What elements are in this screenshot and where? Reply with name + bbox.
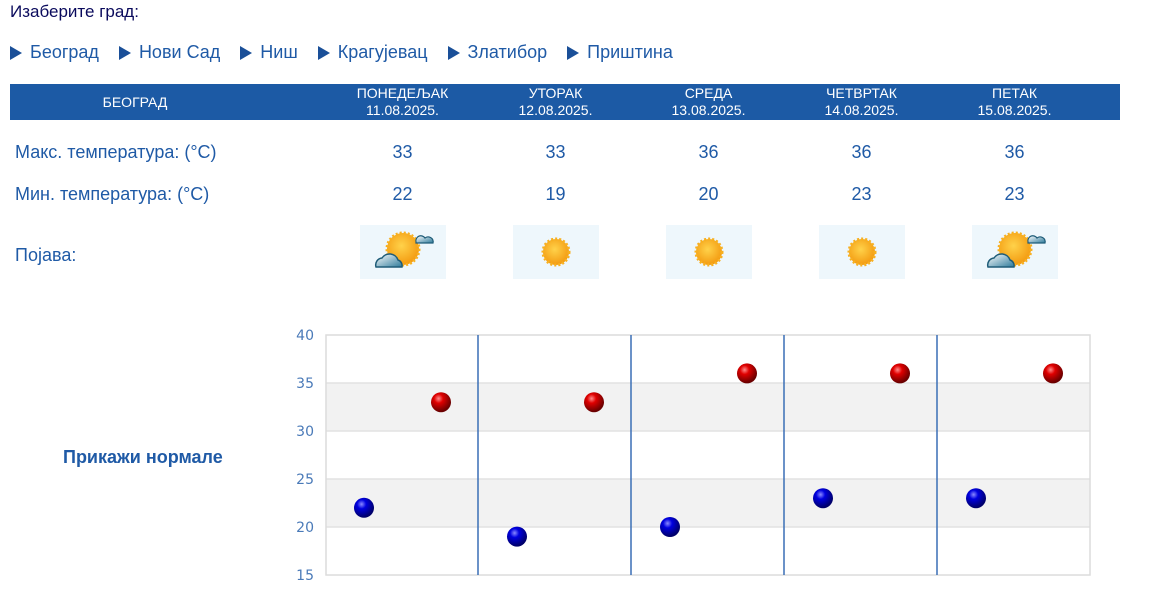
min-temp-marker [660,517,680,537]
svg-text:25: 25 [296,472,314,488]
city-link-kragujevac[interactable]: Крагујевац [317,42,428,63]
y-axis-ticks: 40 35 30 25 20 15 [296,328,314,584]
header-day-5: ПЕТАК 15.08.2025. [977,85,1052,118]
city-link-beograd[interactable]: Београд [10,42,99,63]
city-link-pristina[interactable]: Приштина [567,42,673,63]
min-temp-marker [354,497,374,518]
partly-cloudy-icon [972,225,1058,279]
arrow-right-icon [118,45,131,60]
sunny-icon [666,225,752,279]
header-day-1: ПОНЕДЕЉАК 11.08.2025. [356,85,449,118]
max-temp-label: Макс. температура: (°C) [15,142,217,162]
min-temp-value: 23 [1004,184,1025,204]
svg-text:15: 15 [296,568,314,584]
arrow-right-icon [567,45,580,60]
max-temp-value: 33 [545,142,566,162]
city-link-zlatibor[interactable]: Златибор [447,42,547,63]
sunny-icon [513,225,599,279]
band [326,479,1090,527]
temperature-chart: 40 35 30 25 20 15 [296,328,1091,584]
max-temp-value: 36 [851,142,872,162]
min-temp-value: 23 [851,184,872,204]
header-day-2: УТОРАК 12.08.2025. [518,85,593,118]
max-temp-marker [890,363,910,384]
header-day-3: СРЕДА 13.08.2025. [671,85,746,118]
max-temp-value: 36 [698,142,719,162]
header-day-4: ЧЕТВРТАК 14.08.2025. [824,85,899,118]
svg-text:20: 20 [296,520,314,536]
max-temp-marker [431,392,451,413]
phenomenon-label: Појава: [15,245,77,265]
min-temp-value: 20 [698,184,719,204]
min-temp-value: 19 [545,184,566,204]
max-temp-marker [584,392,604,413]
arrow-right-icon [10,45,22,60]
city-nav: Београд Нови Сад Ниш Крагујевац Златибор… [10,42,693,63]
show-normals-link[interactable]: Прикажи нормале [63,447,223,467]
band [326,383,1090,431]
arrow-right-icon [240,45,253,60]
min-temp-marker [507,526,527,547]
chart-markers [354,363,1063,547]
header-city: БЕОГРАД [102,94,168,110]
min-temp-label: Мин. температура: (°C) [15,184,210,204]
arrow-right-icon [447,45,460,60]
forecast-header: БЕОГРАД ПОНЕДЕЉАК 11.08.2025. УТОРАК 12.08… [10,84,1120,120]
partly-cloudy-icon [360,225,446,279]
max-temp-value: 36 [1004,142,1025,162]
city-link-novi-sad[interactable]: Нови Сад [118,42,220,63]
max-temp-value: 33 [392,142,413,162]
svg-text:40: 40 [296,328,314,344]
min-temp-value: 22 [392,184,413,204]
min-temp-marker [813,488,833,509]
svg-text:35: 35 [296,376,314,392]
max-temp-marker [1043,363,1063,384]
city-link-nis[interactable]: Ниш [240,42,298,63]
min-temp-marker [966,488,986,509]
select-city-label: Изаберите град: [10,2,139,21]
max-temp-marker [737,363,757,384]
svg-text:30: 30 [296,424,314,440]
arrow-right-icon [317,45,330,60]
sunny-icon [819,225,905,279]
